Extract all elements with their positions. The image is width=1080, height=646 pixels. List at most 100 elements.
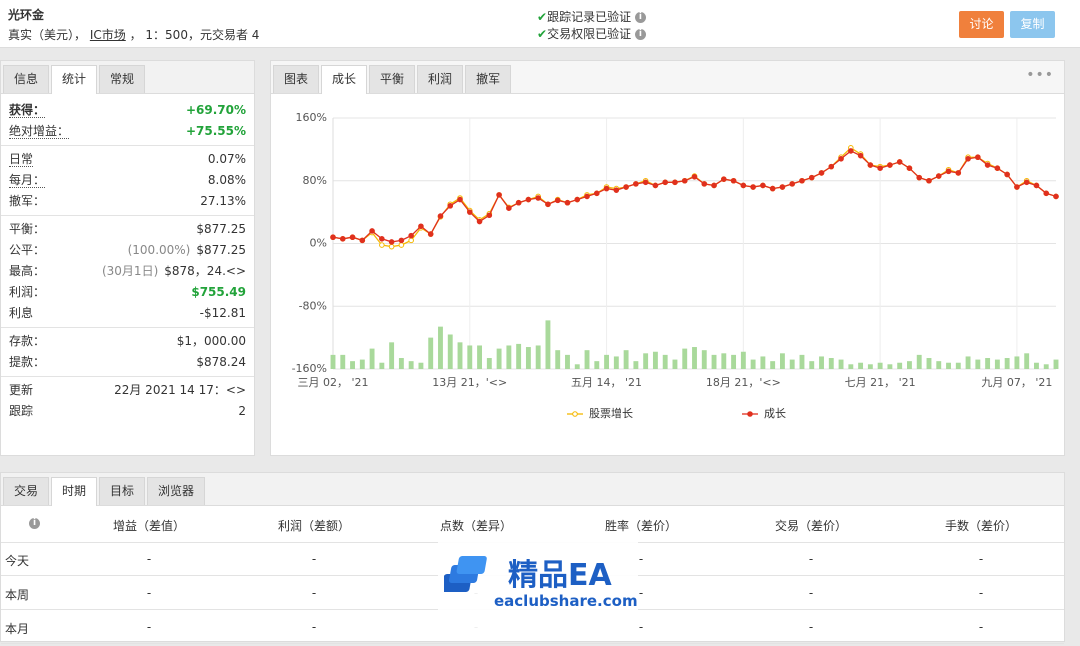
- bar: [613, 356, 619, 369]
- stat-label: 日常: [9, 152, 34, 167]
- stat-value-box: $878.24: [196, 352, 246, 373]
- bar: [1034, 362, 1039, 369]
- point-marker: [457, 196, 463, 203]
- bar: [907, 361, 912, 369]
- point-marker: [339, 235, 346, 242]
- account-title: 光环金: [8, 8, 45, 22]
- stat-row: 最高： (30月1日) $878，24.<>: [1, 261, 254, 282]
- bar: [1043, 364, 1049, 369]
- point-marker: [506, 205, 512, 212]
- verification-text: 跟踪记录已验证: [547, 10, 632, 24]
- point-marker: [877, 165, 883, 171]
- point-marker: [857, 152, 864, 159]
- stat-row: 每月： 8.08%: [1, 170, 254, 191]
- point-marker: [848, 148, 854, 154]
- stat-value: -$12.81: [199, 306, 246, 320]
- stats-panel: 信息 统计 常规 获得： +69.70% 绝对增益： +75.55% 日常 0.07% 每月： 8…: [0, 60, 255, 456]
- cell: -: [808, 586, 814, 600]
- point-marker: [808, 174, 815, 181]
- point-marker: [437, 213, 444, 219]
- point-marker: [945, 168, 952, 175]
- tab[interactable]: 平衡: [369, 65, 416, 93]
- point-marker: [1043, 190, 1050, 197]
- stat-label: 获得：: [9, 103, 46, 118]
- point-marker: [681, 177, 688, 184]
- x-tick-label: 13月 21，'<>: [432, 376, 507, 389]
- bar: [1024, 353, 1030, 369]
- stat-value-box: 8.08%: [208, 170, 246, 191]
- point-marker: [408, 237, 414, 244]
- cell: -: [146, 552, 152, 566]
- broker-link[interactable]: IC市场: [89, 28, 126, 42]
- stat-label: 平衡：: [9, 222, 46, 236]
- point-marker: [906, 165, 913, 171]
- bar: [858, 362, 864, 369]
- tab[interactable]: 浏览器: [147, 477, 206, 505]
- stat-value-box: 27.13%: [200, 191, 246, 212]
- info-icon[interactable]: i: [634, 29, 646, 40]
- point-marker: [496, 192, 502, 198]
- discuss-button[interactable]: 讨论: [959, 11, 1004, 38]
- bar: [692, 347, 697, 369]
- stat-note: (30月1日): [101, 264, 159, 278]
- point-marker: [1004, 171, 1010, 178]
- bar: [838, 359, 844, 369]
- point-marker: [427, 231, 434, 237]
- bar: [789, 359, 795, 369]
- tab-bar: 信息 统计 常规: [1, 61, 254, 94]
- point-marker: [965, 155, 971, 162]
- bar: [438, 326, 443, 369]
- tab[interactable]: 利润: [417, 65, 464, 93]
- info-icon[interactable]: i: [29, 518, 40, 529]
- tab[interactable]: 撤军: [465, 65, 512, 93]
- bar: [975, 359, 981, 369]
- tab[interactable]: 图表: [273, 65, 320, 93]
- stat-value-box: $1，000.00: [177, 331, 246, 352]
- point-marker: [633, 181, 639, 187]
- stat-label: 提款：: [9, 355, 46, 369]
- stat-row: 撤军： 27.13%: [1, 191, 254, 212]
- point-marker: [554, 197, 561, 204]
- menu-dots[interactable]: •••: [1026, 67, 1054, 83]
- stat-row: 平衡： $877.25: [1, 219, 254, 240]
- watermark-logo: [444, 556, 487, 592]
- tab[interactable]: 成长: [321, 65, 368, 94]
- y-tick-label: 160%: [296, 111, 327, 124]
- tab[interactable]: 目标: [99, 477, 146, 505]
- stat-row: 存款： $1，000.00: [1, 331, 254, 352]
- tab[interactable]: 常规: [99, 65, 146, 93]
- bar: [535, 345, 541, 369]
- stat-value: 0.07%: [207, 152, 246, 166]
- stat-row: 跟踪 2: [1, 401, 254, 422]
- point-marker: [525, 196, 532, 203]
- stat-value: +75.55%: [185, 124, 246, 138]
- bar: [457, 342, 463, 369]
- point-marker: [359, 237, 366, 244]
- bar: [731, 354, 737, 369]
- bar: [701, 350, 707, 369]
- point-marker: [379, 242, 385, 248]
- point-marker: [388, 243, 395, 250]
- copy-button[interactable]: 复制: [1010, 11, 1055, 38]
- stat-value: $878.24: [196, 355, 246, 369]
- tab[interactable]: 统计: [51, 65, 98, 94]
- bar: [359, 359, 365, 369]
- bar: [916, 354, 922, 369]
- point-marker: [408, 232, 414, 239]
- legend-marker: [572, 411, 578, 417]
- cell: -: [311, 620, 317, 634]
- stat-value: $877.25: [196, 243, 246, 257]
- point-marker: [750, 184, 756, 190]
- tab[interactable]: 交易: [3, 477, 50, 505]
- bar: [574, 364, 580, 369]
- info-icon[interactable]: i: [634, 12, 646, 23]
- stat-value: +69.70%: [185, 103, 246, 117]
- tab[interactable]: 时期: [51, 477, 98, 506]
- tab[interactable]: 信息: [3, 65, 50, 93]
- point-marker: [701, 181, 708, 187]
- point-marker: [721, 176, 727, 182]
- bar: [594, 361, 600, 369]
- legend-marker: [747, 411, 753, 417]
- point-marker: [1033, 182, 1040, 189]
- bar: [946, 362, 951, 369]
